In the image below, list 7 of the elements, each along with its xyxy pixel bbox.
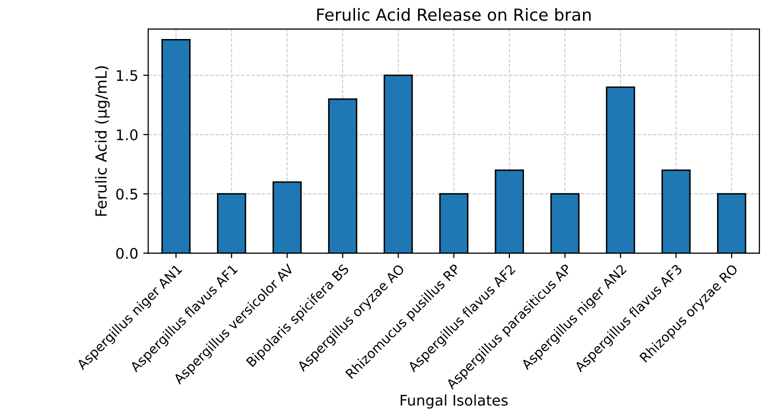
y-axis-title: Ferulic Acid (µg/mL)	[94, 66, 110, 216]
y-tick-label: 1.0	[116, 129, 138, 140]
y-tick-label: 0.0	[116, 248, 138, 259]
y-tick-label: 0.5	[116, 188, 138, 200]
x-axis-title: Fungal Isolates	[400, 394, 508, 409]
y-tick-label: 1.5	[116, 70, 138, 82]
chart-title: Ferulic Acid Release on Rice bran	[317, 8, 591, 21]
